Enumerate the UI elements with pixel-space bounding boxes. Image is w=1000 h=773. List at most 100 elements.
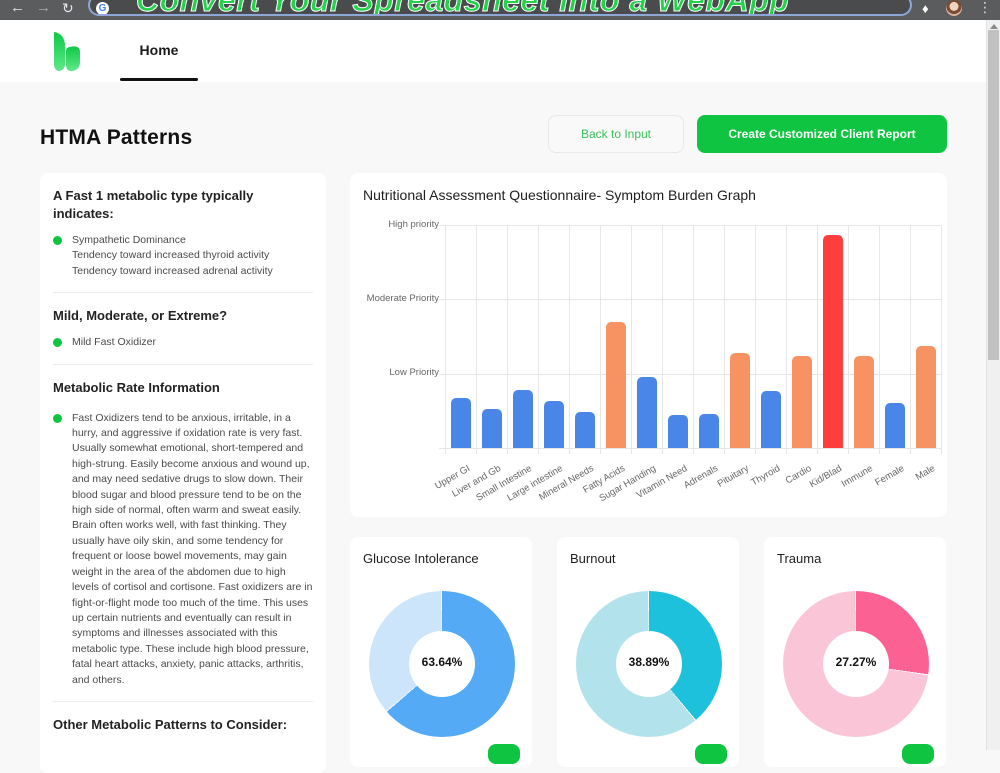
gridline <box>755 225 756 454</box>
profile-avatar[interactable] <box>946 0 962 16</box>
back-arrow-icon[interactable]: ← <box>10 0 25 16</box>
bullet-text: Fast Oxidizers tend to be anxious, irrit… <box>72 411 313 686</box>
card-action-button[interactable] <box>488 744 520 764</box>
extensions-puzzle-icon[interactable]: ♦ <box>922 1 929 16</box>
gridline <box>476 225 477 454</box>
green-bullet-icon <box>53 338 62 348</box>
overlay-banner-text: Convert Your Spreadsheet Into a WebApp <box>135 0 789 14</box>
bar-large-intestine[interactable] <box>543 401 564 448</box>
bar-chart-plot <box>439 225 942 454</box>
bar-sugar-handing[interactable] <box>636 377 657 448</box>
list-item: Fast Oxidizers tend to be anxious, irrit… <box>53 411 313 688</box>
address-bar[interactable]: G Convert Your Spreadsheet Into a WebApp <box>88 0 912 16</box>
trauma-card: Trauma 27.27% <box>764 537 946 767</box>
gridline <box>693 225 694 454</box>
gridline <box>439 299 941 301</box>
metabolic-info-panel: A Fast 1 metabolic type typically indica… <box>40 173 326 773</box>
donut-hole <box>409 631 475 697</box>
bullet-text: Sympathetic Dominance <box>72 234 186 246</box>
browser-toolbar: ← → ↻ G Convert Your Spreadsheet Into a … <box>0 0 1000 20</box>
bar-immune[interactable] <box>853 355 874 448</box>
bar-adrenals[interactable] <box>698 413 719 448</box>
card-action-button[interactable] <box>902 744 934 764</box>
bar-mineral-needs[interactable] <box>574 411 595 448</box>
bar-small-intestine[interactable] <box>512 390 533 448</box>
x-tick-label: Immune <box>839 463 875 490</box>
bar-pituitary[interactable] <box>729 352 750 448</box>
bullet-text: Tendency toward increased thyroid activi… <box>72 249 270 262</box>
donut-percentage: 38.89% <box>628 655 670 669</box>
donut-hole <box>823 631 889 697</box>
reload-icon[interactable]: ↻ <box>62 0 74 16</box>
bar-fatty-acids[interactable] <box>605 322 626 448</box>
donut-percentage: 63.64% <box>421 655 463 669</box>
gridline <box>507 225 508 454</box>
symptom-burden-chart-card: Nutritional Assessment Questionnaire- Sy… <box>350 173 947 517</box>
gridline <box>631 225 632 454</box>
gridline <box>848 225 849 454</box>
bullet-text: Mild Fast Oxidizer <box>72 336 157 349</box>
app-header: Home <box>0 20 986 82</box>
gridline <box>600 225 601 454</box>
active-tab-indicator <box>120 78 198 81</box>
bar-vitamin-need[interactable] <box>667 414 688 448</box>
x-tick-label: Adrenals <box>682 463 720 492</box>
burnout-donut: 38.89% <box>576 591 722 737</box>
gridline <box>439 448 941 449</box>
donut-percentage: 27.27% <box>835 655 877 669</box>
burnout-card: Burnout 38.89% <box>557 537 739 767</box>
bullet-text: Tendency toward increased adrenal activi… <box>72 264 273 277</box>
section-title-metabolic-rate: Metabolic Rate Information <box>53 379 220 395</box>
glucose-intolerance-card: Glucose Intolerance 63.64% <box>350 537 532 767</box>
create-client-report-button[interactable]: Create Customized Client Report <box>697 115 947 153</box>
divider <box>53 700 313 702</box>
gridline <box>724 225 725 454</box>
bar-upper-gi[interactable] <box>450 398 471 448</box>
gridline <box>439 373 941 375</box>
bar-thyroid[interactable] <box>760 390 781 448</box>
glucose-intolerance-donut: 63.64% <box>369 591 515 737</box>
gridline <box>662 225 663 454</box>
card-action-button[interactable] <box>695 744 727 764</box>
trauma-donut: 27.27% <box>783 591 929 737</box>
section-title-other-patterns: Other Metabolic Patterns to Consider: <box>53 716 288 732</box>
divider <box>53 292 313 294</box>
section-title-metabolic-type: A Fast 1 metabolic type typically indica… <box>53 188 254 221</box>
x-tick-label: Female <box>873 463 906 489</box>
nav-tab-home[interactable]: Home <box>120 20 198 82</box>
gridline <box>910 225 911 454</box>
green-bullet-icon <box>53 413 62 423</box>
gridline <box>879 225 880 454</box>
gridline <box>445 225 446 454</box>
google-icon: G <box>96 2 109 14</box>
x-tick-label: Pituitary <box>715 463 751 490</box>
bar-male[interactable] <box>915 346 936 448</box>
y-tick-label: High priority <box>388 219 439 230</box>
scrollbar-thumb[interactable] <box>988 30 999 360</box>
y-tick-label: Low Priority <box>389 367 439 378</box>
back-to-input-button[interactable]: Back to Input <box>548 115 684 153</box>
donut-title: Trauma <box>777 551 822 566</box>
gridline <box>786 225 787 454</box>
scroll-up-arrow-icon[interactable] <box>990 24 998 29</box>
x-tick-label: Thyroid <box>749 463 782 489</box>
gridline <box>439 225 941 226</box>
donut-hole <box>616 631 682 697</box>
leaf-logo-icon[interactable] <box>52 30 82 72</box>
page-scrollbar[interactable] <box>986 20 1000 750</box>
bar-cardio[interactable] <box>791 355 812 448</box>
gridline <box>538 225 539 454</box>
forward-arrow-icon[interactable]: → <box>36 0 51 16</box>
kebab-menu-icon[interactable]: ⋮ <box>978 0 992 15</box>
x-tick-label: Male <box>913 463 937 483</box>
bar-liver-and-gb[interactable] <box>481 408 502 448</box>
list-item: Mild Fast Oxidizer <box>53 335 313 350</box>
gridline <box>941 225 942 454</box>
nav-tab-home-label: Home <box>139 42 179 58</box>
page-title: HTMA Patterns <box>40 126 193 149</box>
donut-title: Glucose Intolerance <box>363 551 479 566</box>
bar-kid-blad[interactable] <box>822 234 843 448</box>
bar-female[interactable] <box>884 402 905 448</box>
y-tick-label: Moderate Priority <box>366 293 439 304</box>
chart-title: Nutritional Assessment Questionnaire- Sy… <box>363 187 756 203</box>
